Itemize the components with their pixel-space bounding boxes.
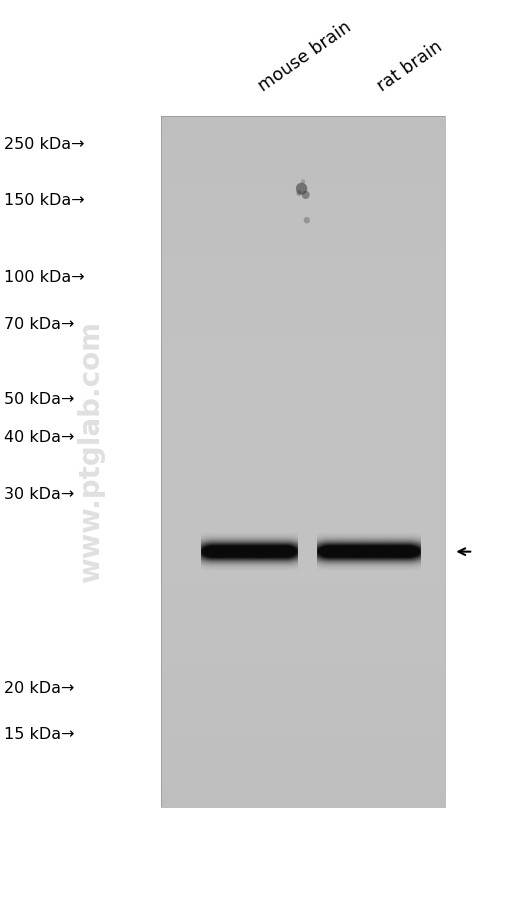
Text: mouse brain: mouse brain (255, 17, 355, 95)
Text: 250 kDa→: 250 kDa→ (4, 137, 85, 152)
Text: 150 kDa→: 150 kDa→ (4, 193, 85, 207)
Text: www.ptglab.com: www.ptglab.com (77, 320, 105, 582)
Text: 50 kDa→: 50 kDa→ (4, 391, 74, 406)
Ellipse shape (302, 191, 309, 199)
Ellipse shape (301, 180, 305, 184)
Text: 20 kDa→: 20 kDa→ (4, 680, 74, 695)
Text: 70 kDa→: 70 kDa→ (4, 317, 74, 331)
Text: 30 kDa→: 30 kDa→ (4, 487, 74, 502)
Ellipse shape (296, 191, 302, 197)
Text: 100 kDa→: 100 kDa→ (4, 270, 85, 284)
Text: 15 kDa→: 15 kDa→ (4, 726, 75, 741)
Text: rat brain: rat brain (374, 37, 446, 95)
Bar (161, 117, 445, 807)
Text: 40 kDa→: 40 kDa→ (4, 429, 74, 444)
Ellipse shape (296, 183, 307, 196)
Ellipse shape (304, 217, 310, 225)
